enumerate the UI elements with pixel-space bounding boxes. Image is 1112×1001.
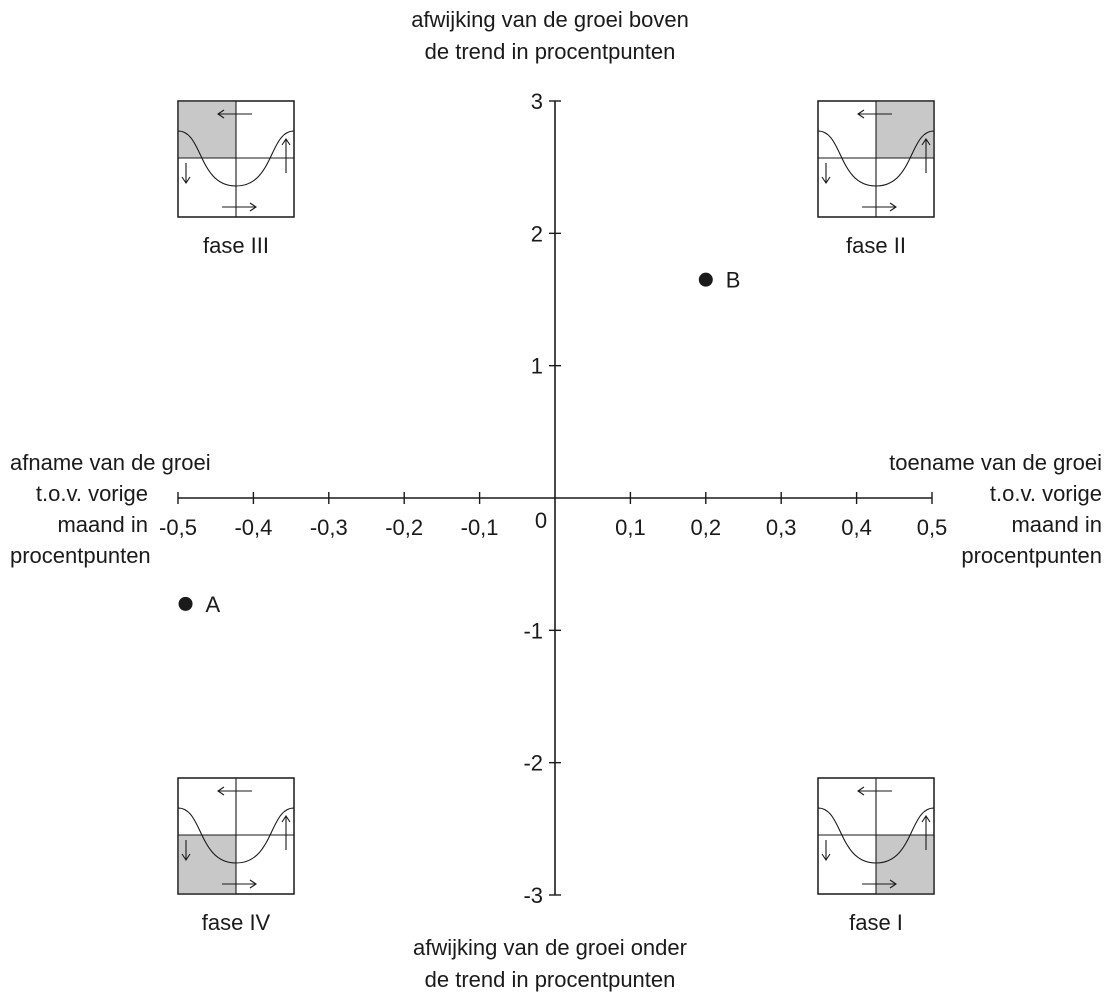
phase-icon-arrow-down: [821, 163, 831, 184]
x-title-right-line-2: t.o.v. vorige: [990, 481, 1102, 506]
y-tick-label: 3: [531, 89, 543, 114]
phase-icon-arrow-right: [862, 202, 897, 212]
phase-icon-arrow-right: [222, 202, 257, 212]
phase-icon-arrow-left: [857, 786, 892, 796]
y-tick-label: -1: [523, 618, 543, 643]
x-tick-label: -0,2: [385, 515, 423, 540]
phase-label-1: fase III: [203, 233, 269, 258]
phase-icon-cycle-curve: [177, 130, 295, 187]
x-title-right-line-3: maand in: [1011, 512, 1102, 537]
phase-icon-arrow-up: [921, 138, 931, 173]
y-tick-label: 2: [531, 221, 543, 246]
y-tick-label: -3: [523, 883, 543, 908]
x-tick-label: 0,5: [917, 515, 948, 540]
phase-icon-shaded-quadrant: [178, 101, 236, 158]
point-label-b: B: [726, 268, 741, 293]
origin-label: 0: [535, 508, 547, 533]
x-title-right-line-1: toename van de groei: [889, 450, 1102, 475]
phase-icon-arrow-right: [862, 879, 897, 889]
phase-icon-cycle-curve: [177, 807, 295, 864]
point-a: [178, 596, 193, 611]
x-tick-label: -0,1: [461, 515, 499, 540]
y-title-bottom-line-1: afwijking van de groei onder: [413, 935, 687, 960]
y-ticks: 3 2 1 -1 -2 -3: [523, 89, 561, 908]
x-title-left-line-4: procentpunten: [10, 543, 151, 568]
phase-label-2: fase II: [846, 233, 906, 258]
x-title-left-line-1: afname van de groei: [10, 450, 211, 475]
phase-icon-arrow-down: [821, 840, 831, 861]
point-b: [698, 272, 713, 287]
y-title-bottom-line-2: de trend in procentpunten: [425, 967, 676, 992]
y-axis-title-bottom: afwijking van de groei onder de trend in…: [413, 935, 687, 992]
phase-label-4: fase I: [849, 910, 903, 935]
phase-icons: fase III fase II fase IV fase I: [177, 100, 935, 935]
x-title-left-line-3: maand in: [57, 512, 148, 537]
phase-icon-1: [177, 100, 295, 218]
phase-icon-cycle-curve: [817, 130, 935, 187]
y-title-top-line-1: afwijking van de groei boven: [411, 7, 689, 32]
phase-icon-2: [817, 100, 935, 218]
phase-icon-arrow-left: [857, 109, 892, 119]
point-label-a: A: [206, 592, 221, 617]
x-tick-label: -0,5: [159, 515, 197, 540]
phase-icon-arrow-right: [222, 879, 257, 889]
phase-icon-arrow-left: [217, 109, 252, 119]
axes: [178, 101, 932, 895]
phase-icon-3: [177, 777, 295, 895]
x-axis-title-right: toename van de groei t.o.v. vorige maand…: [889, 450, 1102, 568]
x-tick-label: 0,2: [691, 515, 722, 540]
x-axis-title-left: afname van de groei t.o.v. vorige maand …: [10, 450, 211, 568]
x-ticks: -0,5 -0,4 -0,3 -0,2 -0,1 0,1 0,2 0,3 0,4 0,5: [159, 492, 947, 540]
phase-icon-cycle-curve: [817, 807, 935, 864]
y-axis-title-top: afwijking van de groei boven de trend in…: [411, 7, 689, 64]
phase-icon-arrow-up: [281, 138, 291, 173]
x-title-right-line-4: procentpunten: [961, 543, 1102, 568]
phase-icon-arrow-down: [181, 840, 191, 861]
x-tick-label: 0,3: [766, 515, 797, 540]
phase-icon-arrow-left: [217, 786, 252, 796]
x-tick-label: -0,4: [234, 515, 272, 540]
phase-label-3: fase IV: [202, 910, 271, 935]
phase-icon-arrow-up: [281, 815, 291, 850]
phase-icon-shaded-quadrant: [876, 101, 934, 158]
phase-icon-arrow-up: [921, 815, 931, 850]
y-tick-label: -2: [523, 751, 543, 776]
y-tick-label: 1: [531, 354, 543, 379]
data-points: AB: [178, 268, 741, 617]
y-title-top-line-2: de trend in procentpunten: [425, 39, 676, 64]
phase-icon-4: [817, 777, 935, 895]
x-tick-label: -0,3: [310, 515, 348, 540]
x-title-left-line-2: t.o.v. vorige: [36, 481, 148, 506]
x-tick-label: 0,1: [615, 515, 646, 540]
phase-icon-arrow-down: [181, 163, 191, 184]
x-tick-label: 0,4: [841, 515, 872, 540]
